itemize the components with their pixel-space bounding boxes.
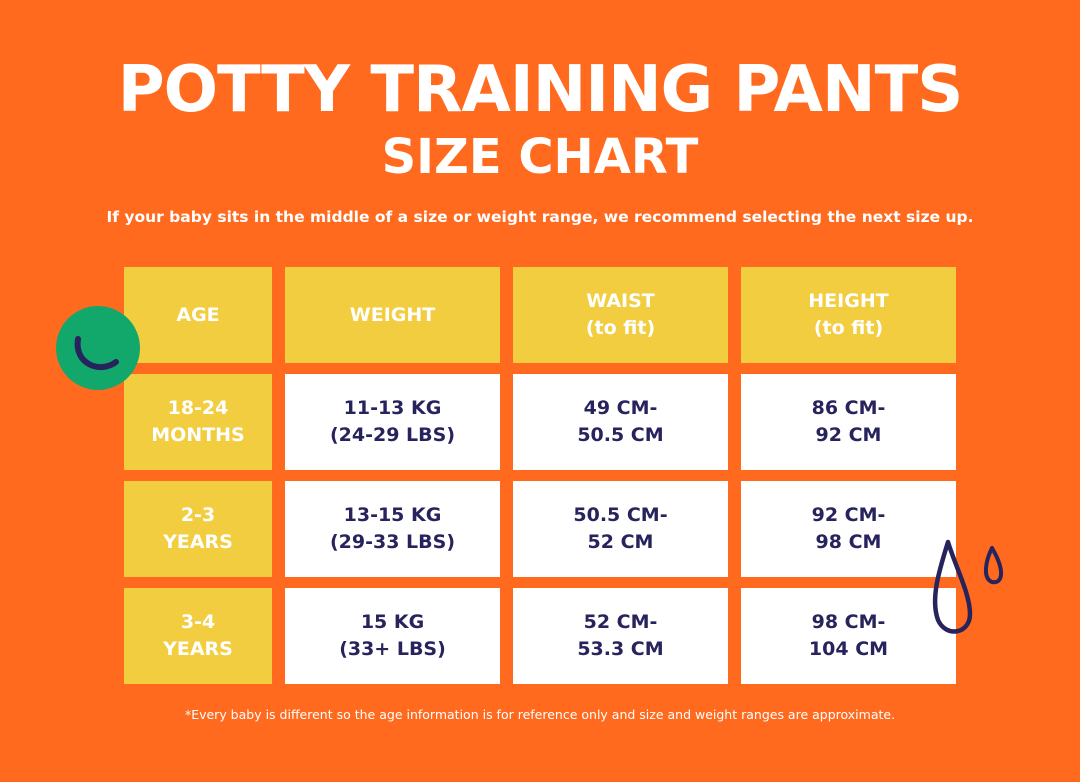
table-cell: 13-15 KG (29-33 LBS) — [285, 481, 500, 577]
water-drops-icon — [932, 539, 1003, 634]
header-cell: WAIST (to fit) — [513, 267, 728, 363]
table-cell: 50.5 CM- 52 CM — [513, 481, 728, 577]
sizing-note: If your baby sits in the middle of a siz… — [106, 208, 974, 226]
header-cell: WEIGHT — [285, 267, 500, 363]
page-title: POTTY TRAINING PANTS — [117, 53, 964, 127]
table-cell: 98 CM- 104 CM — [741, 588, 956, 684]
table-cell: 86 CM- 92 CM — [741, 374, 956, 470]
table-cell: 52 CM- 53.3 CM — [513, 588, 728, 684]
table-cell: 11-13 KG (24-29 LBS) — [285, 374, 500, 470]
footnote: *Every baby is different so the age info… — [184, 707, 896, 722]
smile-circle-icon — [56, 306, 140, 390]
table-cell: 15 KG (33+ LBS) — [285, 588, 500, 684]
table-cell: 49 CM- 50.5 CM — [513, 374, 728, 470]
age-cell: 3-4 YEARS — [124, 588, 272, 684]
age-cell: 18-24 MONTHS — [124, 374, 272, 470]
age-cell: 2-3 YEARS — [124, 481, 272, 577]
page-subtitle: SIZE CHART — [381, 129, 699, 185]
table-cell: 92 CM- 98 CM — [741, 481, 956, 577]
header-cell: HEIGHT (to fit) — [741, 267, 956, 363]
header-cell: AGE — [124, 267, 272, 363]
